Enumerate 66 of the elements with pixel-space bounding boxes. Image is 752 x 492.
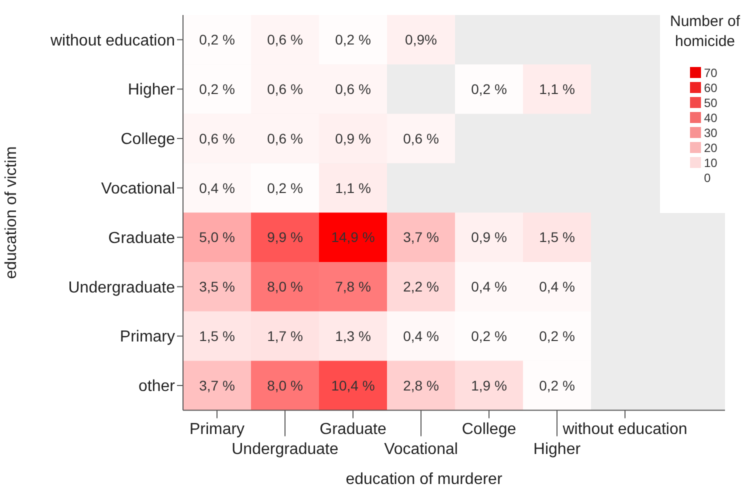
text: 60 [704, 81, 718, 96]
data-label: 0,6 % [199, 130, 235, 146]
x-tick-label: Primary [189, 421, 245, 438]
data-label: 1,1 % [539, 81, 575, 97]
y-tick-label: Higher [128, 82, 176, 99]
data-label: 0,2 % [539, 328, 575, 344]
legend-title: Number of homicide [670, 13, 741, 50]
data-label: 0,2 % [335, 32, 371, 48]
y-axis-title: education of victim [3, 146, 20, 279]
data-label: 7,8 % [335, 278, 371, 295]
y-tick-label: College [120, 131, 176, 148]
data-label: 10,4 % [331, 377, 375, 394]
data-label: 1,5 % [539, 229, 575, 246]
data-label: 0,6 % [267, 130, 303, 146]
y-tick-label: other [138, 378, 176, 396]
data-label: 0,9% [405, 32, 437, 48]
data-label: 0,2 % [267, 180, 303, 196]
data-label: 1,3 % [335, 328, 371, 344]
data-label: 8,0 % [267, 377, 303, 394]
y-tick-label: Vocational [101, 180, 175, 198]
data-label: 2,8 % [403, 377, 439, 394]
data-label: 0,6 % [267, 32, 303, 48]
x-axis-title: education of murderer [346, 471, 503, 488]
data-label: 14,9 % [331, 229, 375, 246]
data-label: 0,4 % [403, 328, 439, 344]
data-label: 1,9 % [471, 377, 507, 394]
data-label: 8,0 % [267, 278, 303, 295]
y-tick-label: without education [49, 32, 175, 50]
data-label: 0,9 % [471, 229, 507, 246]
y-tick-label: Graduate [108, 230, 176, 247]
data-label: 0,6 % [403, 130, 439, 146]
data-label: 0,4 % [539, 278, 575, 295]
data-label: 5,0 % [199, 229, 235, 246]
data-label: 3,7 % [199, 377, 235, 394]
text: 70 [704, 66, 718, 80]
text: 10 [704, 156, 718, 170]
text: 50 [704, 96, 718, 110]
x-tick-label: College [462, 421, 516, 438]
x-tick-label: Undergraduate [232, 441, 338, 458]
data-label: 9,9 % [267, 229, 303, 246]
data-label: 3,7 % [403, 229, 439, 246]
y-tick-label: Primary [120, 328, 175, 346]
data-label: 1,1 % [335, 180, 371, 196]
data-label: 1,5 % [199, 328, 235, 344]
y-tick-label: Undergraduate [68, 279, 176, 296]
text: 0 [704, 171, 711, 186]
x-tick-label: Graduate [320, 421, 386, 438]
text: 40 [704, 111, 718, 126]
data-label: 0,2 % [199, 32, 235, 48]
text: 30 [704, 126, 718, 140]
data-label: 0,4 % [471, 278, 507, 295]
x-tick-label: Vocational [384, 441, 458, 458]
data-label: 0,9 % [335, 130, 371, 146]
data-label: 0,6 % [335, 81, 371, 97]
data-label: 0,4 % [199, 180, 235, 196]
data-label: 0,2 % [199, 81, 235, 97]
data-label: 0,6 % [267, 81, 303, 97]
data-label: 0,2 % [471, 81, 507, 97]
x-tick-label: without education [562, 421, 688, 438]
x-tick-label: Higher [533, 441, 582, 458]
text: 20 [704, 141, 718, 156]
data-label: 3,5 % [199, 278, 235, 295]
data-label: 1,7 % [267, 328, 303, 344]
data-label: 0,2 % [471, 328, 507, 344]
data-label: 2,2 % [403, 278, 439, 295]
data-label: 0,2 % [539, 377, 575, 394]
